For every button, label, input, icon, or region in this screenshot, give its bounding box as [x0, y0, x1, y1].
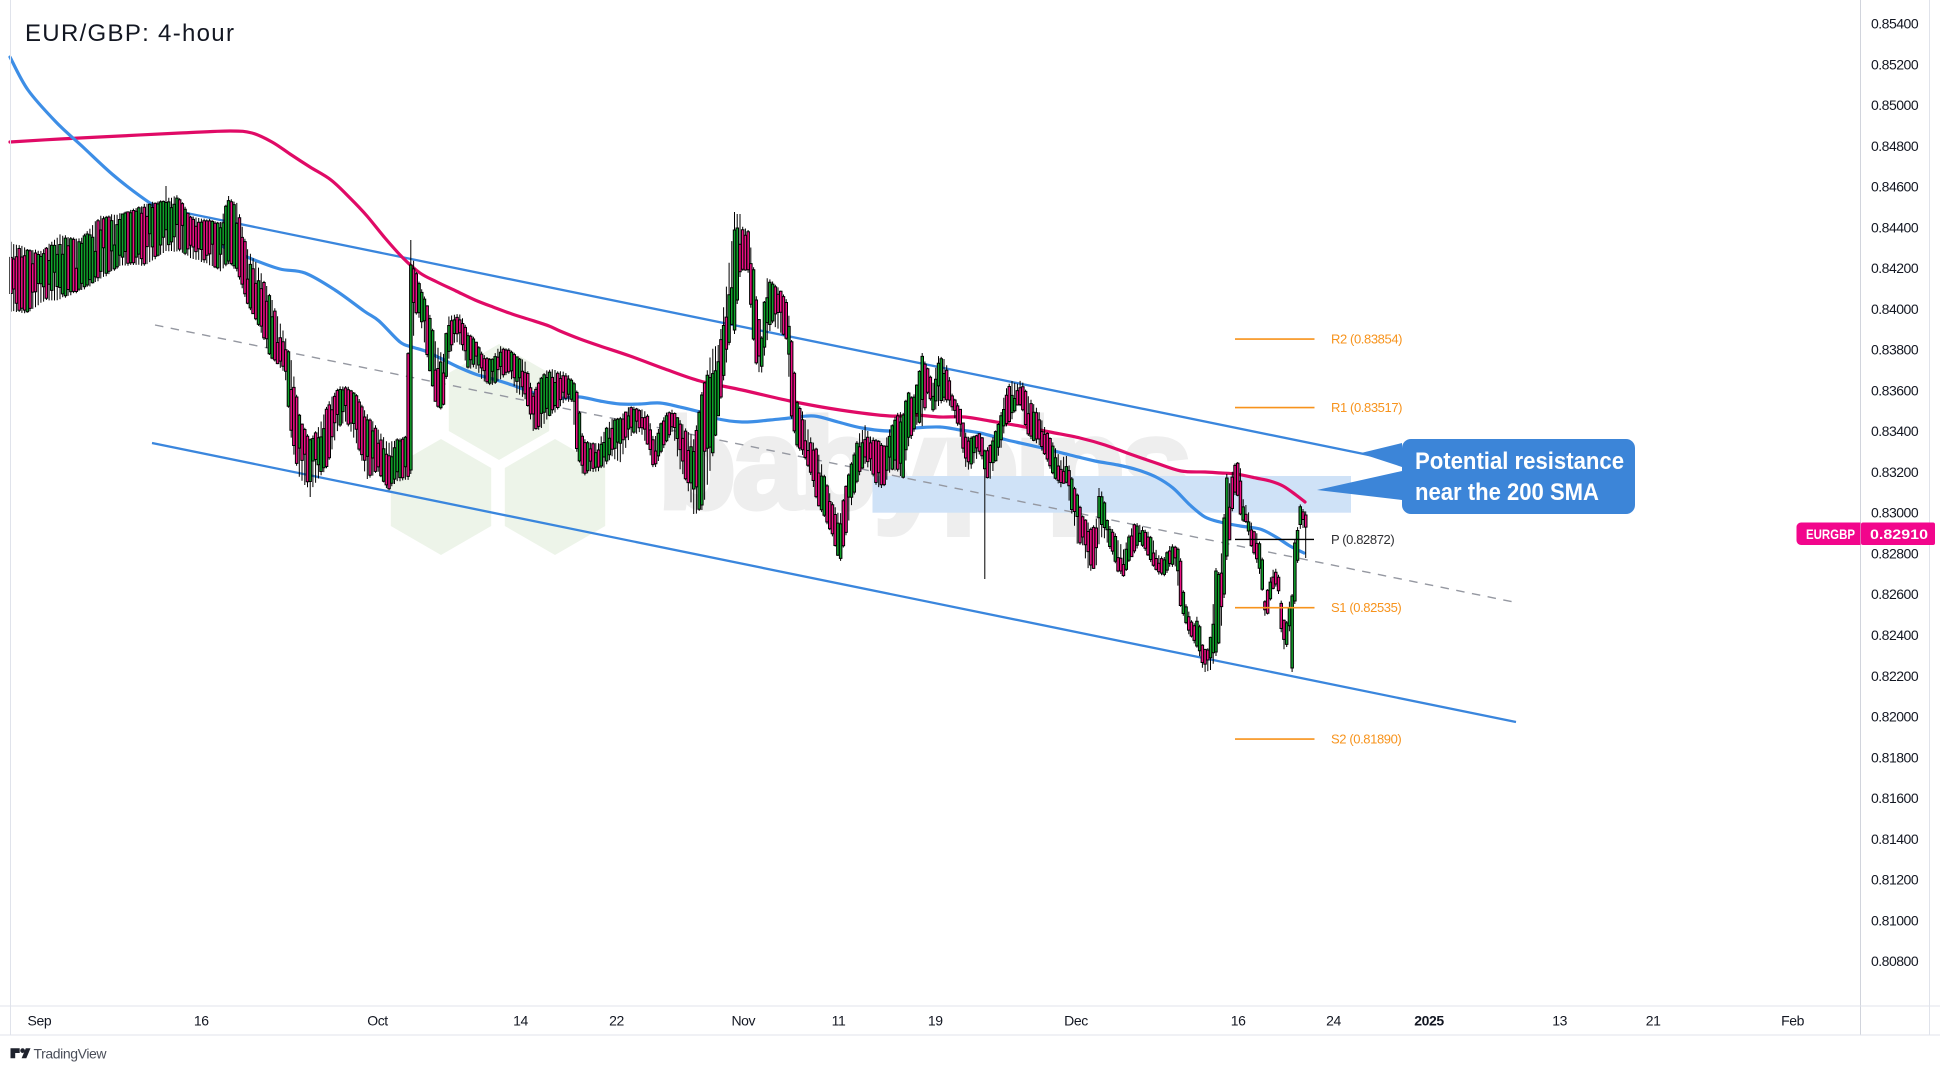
svg-text:0.83600: 0.83600: [1871, 382, 1919, 398]
svg-text:16: 16: [194, 1013, 209, 1029]
svg-text:0.82600: 0.82600: [1871, 586, 1919, 602]
svg-text:0.84000: 0.84000: [1871, 301, 1919, 317]
svg-text:TradingView: TradingView: [34, 1046, 108, 1062]
svg-text:P (0.82872): P (0.82872): [1331, 532, 1394, 547]
svg-text:0.84200: 0.84200: [1871, 260, 1919, 276]
svg-text:0.81200: 0.81200: [1871, 872, 1919, 888]
svg-text:EURGBP: EURGBP: [1806, 526, 1855, 542]
svg-text:Sep: Sep: [28, 1013, 52, 1029]
svg-text:0.83200: 0.83200: [1871, 464, 1919, 480]
svg-text:0.85400: 0.85400: [1871, 16, 1919, 32]
svg-text:Dec: Dec: [1064, 1013, 1088, 1029]
svg-text:0.82000: 0.82000: [1871, 709, 1919, 725]
svg-text:S1 (0.82535): S1 (0.82535): [1331, 600, 1401, 615]
svg-text:0.83400: 0.83400: [1871, 423, 1919, 439]
svg-text:R2 (0.83854): R2 (0.83854): [1331, 332, 1402, 347]
svg-text:0.81400: 0.81400: [1871, 831, 1919, 847]
svg-text:Potential resistance: Potential resistance: [1415, 448, 1624, 475]
svg-text:19: 19: [928, 1013, 943, 1029]
svg-text:0.82200: 0.82200: [1871, 668, 1919, 684]
svg-text:13: 13: [1552, 1013, 1567, 1029]
svg-text:16: 16: [1231, 1013, 1246, 1029]
svg-text:21: 21: [1646, 1013, 1661, 1029]
svg-text:0.84600: 0.84600: [1871, 179, 1919, 195]
svg-text:22: 22: [609, 1013, 624, 1029]
svg-text:Oct: Oct: [367, 1013, 388, 1029]
svg-text:11: 11: [832, 1013, 846, 1029]
svg-text:0.83000: 0.83000: [1871, 505, 1919, 521]
svg-text:0.82910: 0.82910: [1870, 526, 1928, 542]
svg-text:near the 200 SMA: near the 200 SMA: [1415, 479, 1599, 506]
svg-text:0.84400: 0.84400: [1871, 219, 1919, 235]
svg-text:0.80800: 0.80800: [1871, 953, 1919, 969]
svg-text:0.84800: 0.84800: [1871, 138, 1919, 154]
svg-text:0.82400: 0.82400: [1871, 627, 1919, 643]
svg-text:0.82800: 0.82800: [1871, 546, 1919, 562]
svg-text:EUR/GBP: 4-hour: EUR/GBP: 4-hour: [25, 20, 235, 47]
svg-text:0.83800: 0.83800: [1871, 342, 1919, 358]
svg-text:0.85200: 0.85200: [1871, 56, 1919, 72]
svg-text:0.81800: 0.81800: [1871, 749, 1919, 765]
svg-text:R1 (0.83517): R1 (0.83517): [1331, 400, 1402, 415]
svg-text:2025: 2025: [1414, 1013, 1444, 1029]
svg-text:S2 (0.81890): S2 (0.81890): [1331, 732, 1401, 747]
svg-text:0.81000: 0.81000: [1871, 912, 1919, 928]
svg-text:Nov: Nov: [731, 1013, 755, 1029]
svg-text:24: 24: [1326, 1013, 1341, 1029]
svg-text:14: 14: [513, 1013, 528, 1029]
svg-text:Feb: Feb: [1781, 1013, 1805, 1029]
svg-text:0.81600: 0.81600: [1871, 790, 1919, 806]
svg-text:0.85000: 0.85000: [1871, 97, 1919, 113]
